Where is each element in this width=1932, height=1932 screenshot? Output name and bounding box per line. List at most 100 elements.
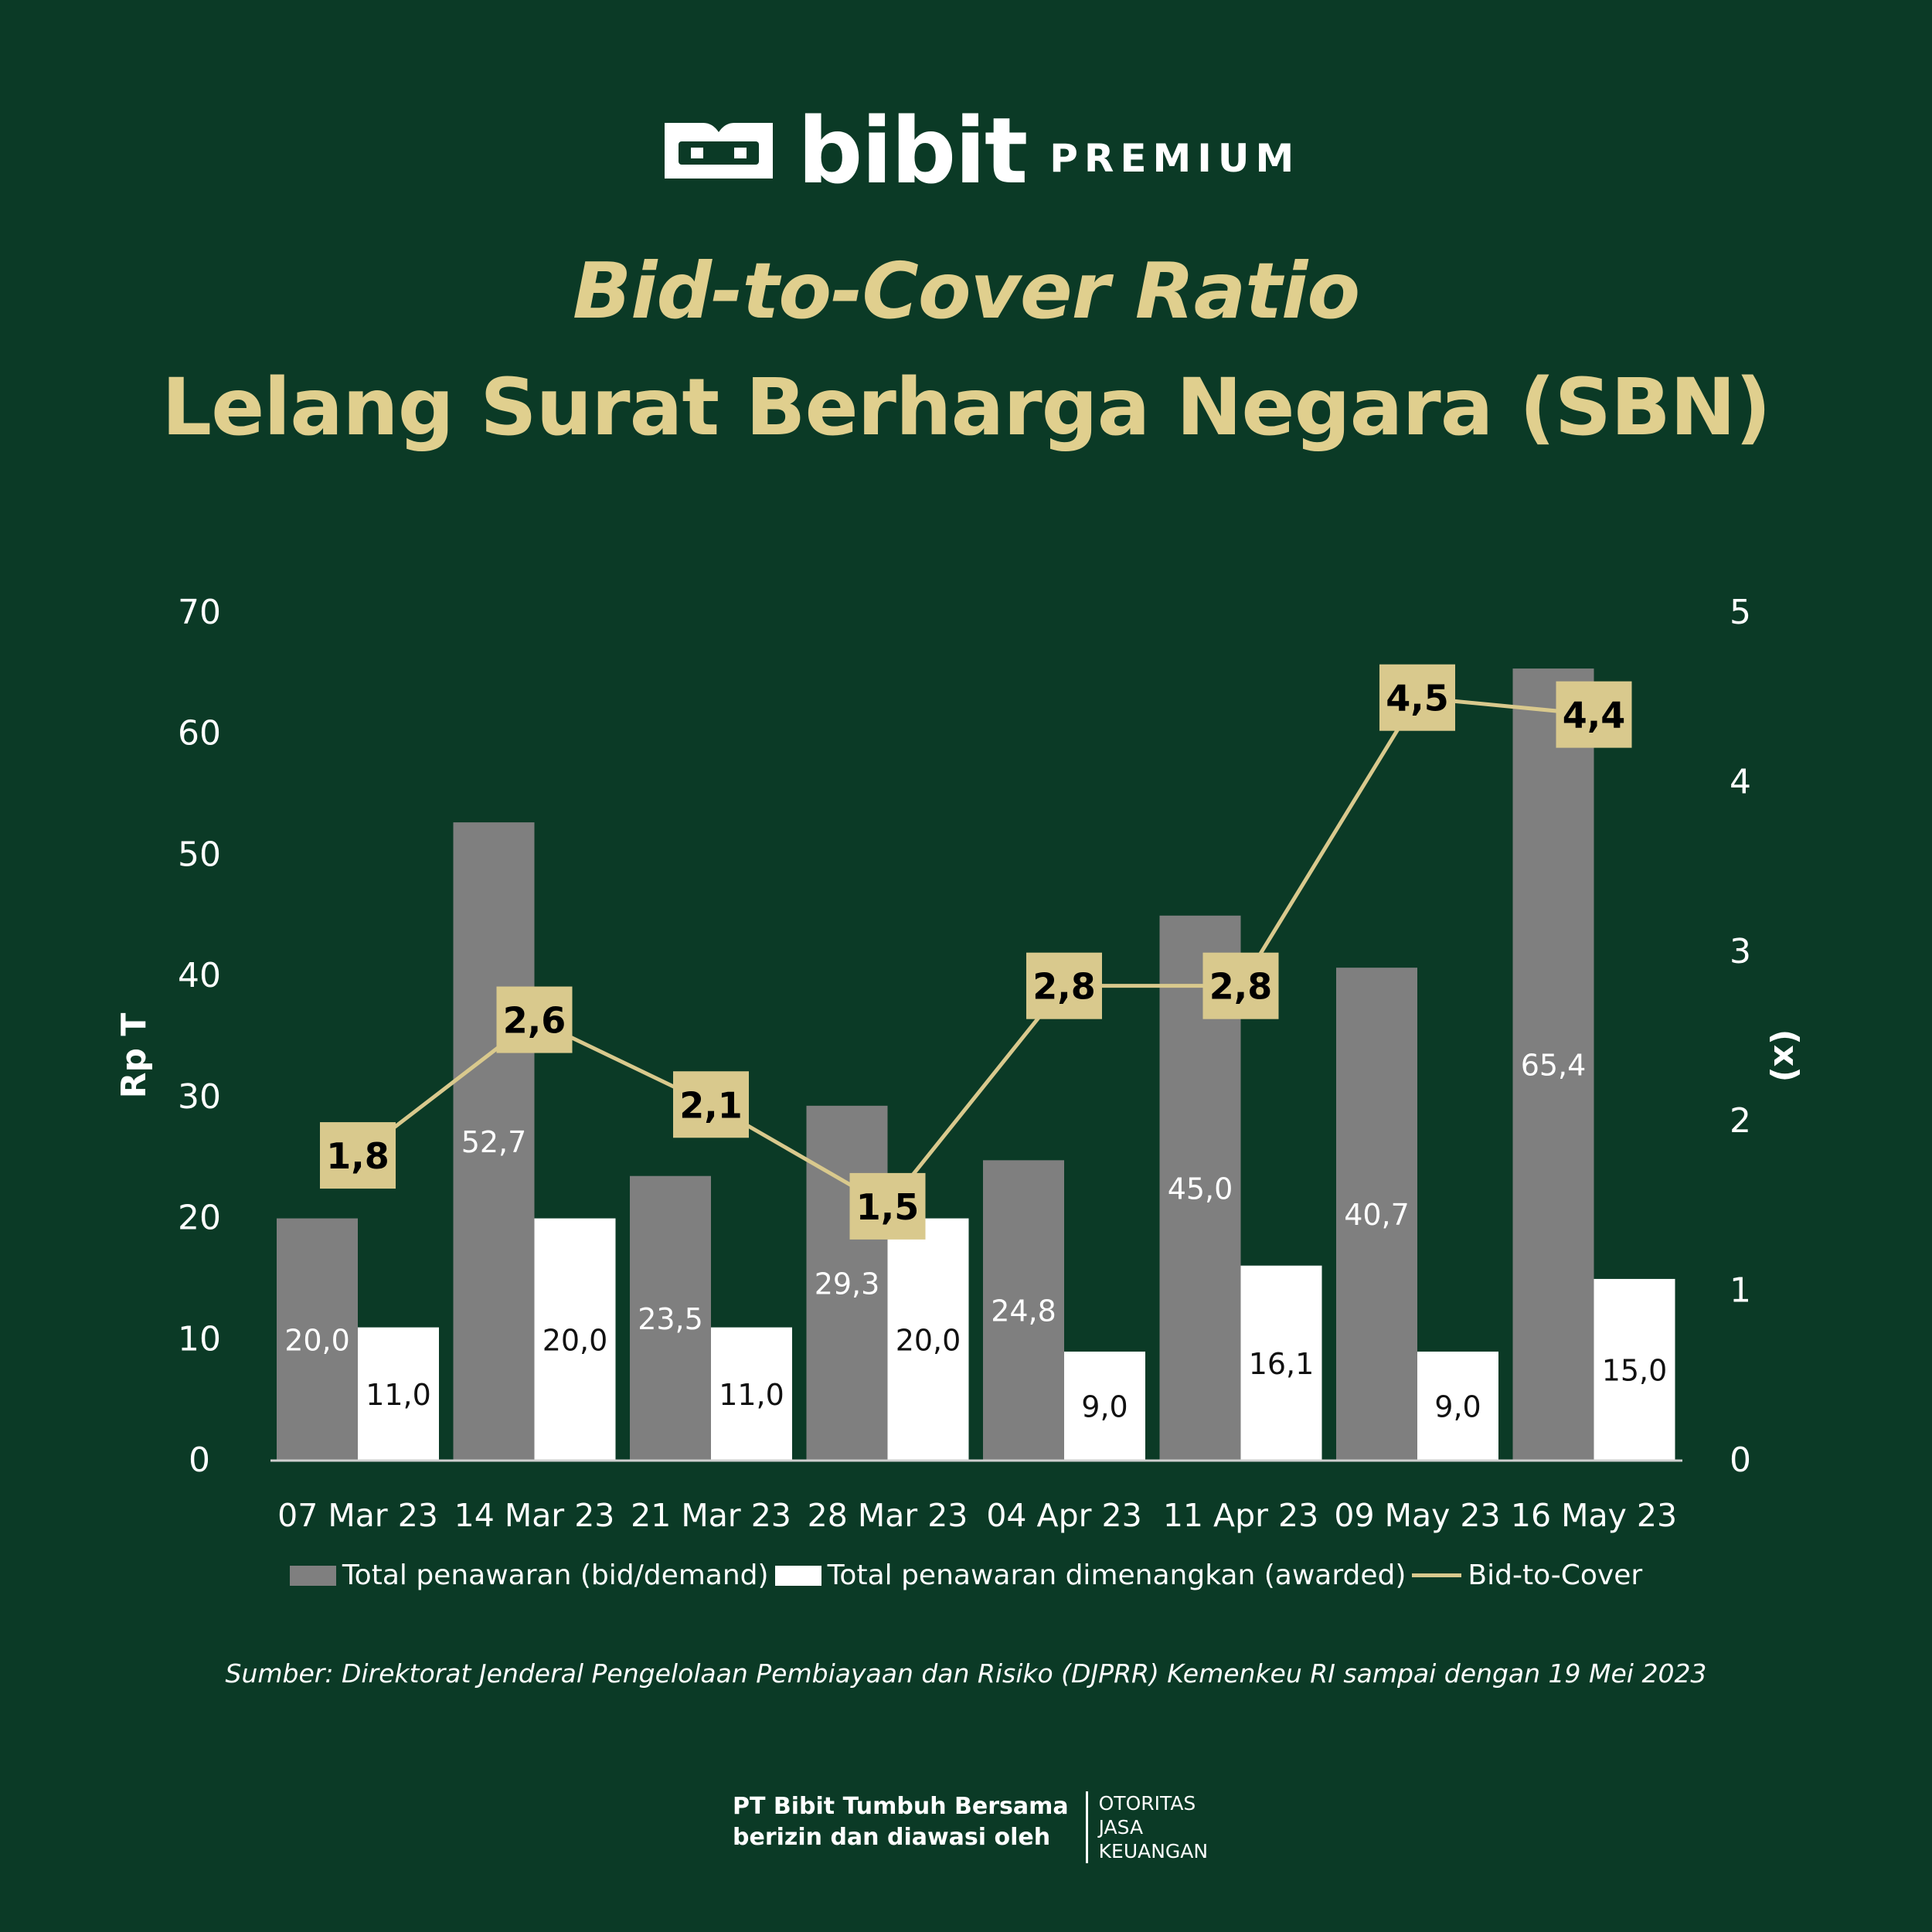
- bar-bid: [630, 1175, 711, 1461]
- y-tick-label: 60: [178, 714, 221, 753]
- ojk-line3: KEUANGAN: [1098, 1840, 1209, 1862]
- legend-swatch-bid: [289, 1565, 336, 1586]
- data-label-btc: 1,5: [856, 1186, 920, 1228]
- source-note: Sumber: Direktorat Jenderal Pengelolaan …: [225, 1658, 1707, 1689]
- brand-logo: bibit PREMIUM: [657, 97, 1301, 204]
- bar-bid: [983, 1160, 1064, 1461]
- bar-bid: [1336, 968, 1417, 1461]
- brand-tier: PREMIUM: [1049, 136, 1301, 181]
- data-label-awarded: 9,0: [1081, 1389, 1128, 1423]
- bar-awarded: [534, 1218, 616, 1461]
- legend-item-bid: Total penawaran (bid/demand): [289, 1560, 769, 1591]
- brand-name: bibit: [798, 97, 1028, 204]
- x-tick-label: 11 Apr 23: [1163, 1497, 1318, 1534]
- data-label-btc: 4,4: [1563, 695, 1626, 736]
- bibit-logo-icon: [665, 123, 773, 179]
- data-label-bid: 40,7: [1344, 1198, 1410, 1232]
- chart-legend: Total penawaran (bid/demand) Total penaw…: [0, 1560, 1932, 1591]
- data-label-box-btc: [849, 1172, 926, 1240]
- bar-awarded: [1417, 1351, 1498, 1461]
- data-label-bid: 23,5: [638, 1302, 703, 1336]
- legend-swatch-btc: [1412, 1573, 1462, 1577]
- footer-company: PT Bibit Tumbuh Bersama berizin dan diaw…: [733, 1791, 1069, 1863]
- x-tick-label: 14 Mar 23: [454, 1497, 615, 1534]
- data-label-bid: 52,7: [461, 1125, 527, 1159]
- ojk-logo: OTORITAS JASA KEUANGAN: [1099, 1791, 1208, 1863]
- y-right-tick-label: 1: [1730, 1271, 1751, 1311]
- line-layer: 1,8 2,6 2,1 1,5 2,8 2,8 4,5 4,4: [320, 664, 1632, 1240]
- data-label-awarded: 20,0: [543, 1323, 608, 1357]
- legend-label-bid: Total penawaran (bid/demand): [342, 1560, 769, 1591]
- bar-awarded: [711, 1327, 792, 1461]
- chart-subtitle: Lelang Surat Berharga Negara (SBN): [162, 362, 1771, 454]
- ojk-line1: OTORITAS: [1098, 1792, 1196, 1815]
- y-right-axis-title: (x): [1766, 1029, 1805, 1083]
- data-label-btc: 1,8: [326, 1135, 389, 1177]
- legend-swatch-awarded: [774, 1565, 821, 1586]
- y-tick-label: 0: [189, 1440, 210, 1480]
- data-label-bid: 20,0: [284, 1323, 350, 1357]
- data-label-bid: 24,8: [991, 1294, 1056, 1328]
- footer: PT Bibit Tumbuh Bersama berizin dan diaw…: [733, 1791, 1208, 1863]
- data-label-awarded: 11,0: [366, 1378, 431, 1412]
- footer-line1: PT Bibit Tumbuh Bersama: [733, 1793, 1069, 1820]
- bar-awarded: [887, 1218, 969, 1461]
- data-label-btc: 2,1: [679, 1084, 743, 1126]
- bar-awarded: [1240, 1265, 1322, 1461]
- x-tick-label: 21 Mar 23: [631, 1497, 791, 1534]
- data-label-box-btc: [1556, 681, 1632, 748]
- data-label-bid: 65,4: [1521, 1049, 1587, 1083]
- data-label-box-btc: [1202, 952, 1279, 1019]
- y-right-tick-label: 0: [1730, 1440, 1751, 1480]
- y-right-tick-label: 2: [1730, 1101, 1751, 1141]
- legend-label-btc: Bid-to-Cover: [1468, 1560, 1643, 1591]
- y-axis-title: Rp T: [114, 1013, 154, 1099]
- x-tick-label: 09 May 23: [1334, 1497, 1500, 1534]
- chart-title: Bid-to-Cover Ratio: [572, 246, 1360, 336]
- bars-layer: 20,0 11,0 52,7 20,0 23,5 11,0 29,3 20,0 24,8 9,0 4…: [277, 668, 1675, 1461]
- data-label-awarded: 20,0: [896, 1323, 961, 1357]
- data-label-box-btc: [673, 1071, 749, 1138]
- data-label-box-btc: [320, 1122, 396, 1189]
- legend-label-awarded: Total penawaran dimenangkan (awarded): [827, 1560, 1406, 1591]
- x-tick-label: 04 Apr 23: [986, 1497, 1141, 1534]
- data-label-bid: 45,0: [1168, 1172, 1233, 1206]
- y-right-tick-label: 5: [1730, 593, 1751, 632]
- data-label-box-btc: [496, 986, 573, 1053]
- data-label-bid: 29,3: [815, 1267, 880, 1301]
- ojk-line2: JASA: [1098, 1816, 1144, 1838]
- data-label-box-btc: [1379, 664, 1455, 731]
- axes-layer: 07 Mar 23 14 Mar 23 21 Mar 23 28 Mar 23 04 A…: [114, 593, 1805, 1534]
- bar-bid: [453, 822, 535, 1461]
- legend-item-btc: Bid-to-Cover: [1412, 1560, 1642, 1591]
- data-label-btc: 2,8: [1032, 966, 1096, 1008]
- bar-bid: [806, 1105, 888, 1461]
- footer-line2: berizin dan diawasi oleh: [733, 1824, 1051, 1851]
- y-tick-label: 40: [178, 956, 221, 995]
- y-tick-label: 70: [178, 593, 221, 632]
- data-label-awarded: 15,0: [1602, 1353, 1668, 1387]
- bar-awarded: [358, 1327, 439, 1461]
- data-label-btc: 2,6: [503, 1000, 566, 1042]
- data-label-btc: 2,8: [1209, 966, 1273, 1008]
- bar-awarded: [1594, 1278, 1675, 1461]
- bar-awarded: [1064, 1351, 1145, 1461]
- legend-item-awarded: Total penawaran dimenangkan (awarded): [774, 1560, 1406, 1591]
- data-label-btc: 4,5: [1386, 678, 1449, 719]
- data-label-box-btc: [1026, 952, 1102, 1019]
- x-tick-label: 28 Mar 23: [808, 1497, 968, 1534]
- bar-bid: [277, 1218, 358, 1461]
- y-tick-label: 20: [178, 1199, 221, 1238]
- y-tick-label: 30: [178, 1077, 221, 1117]
- data-label-awarded: 11,0: [719, 1378, 784, 1412]
- x-tick-label: 07 Mar 23: [277, 1497, 438, 1534]
- y-tick-label: 10: [178, 1319, 221, 1359]
- y-tick-label: 50: [178, 835, 221, 874]
- footer-divider: [1085, 1791, 1088, 1863]
- bar-bid: [1512, 668, 1594, 1461]
- y-right-tick-label: 3: [1730, 932, 1751, 971]
- data-label-awarded: 9,0: [1434, 1389, 1481, 1423]
- data-label-awarded: 16,1: [1249, 1347, 1315, 1381]
- x-tick-label: 16 May 23: [1511, 1497, 1677, 1534]
